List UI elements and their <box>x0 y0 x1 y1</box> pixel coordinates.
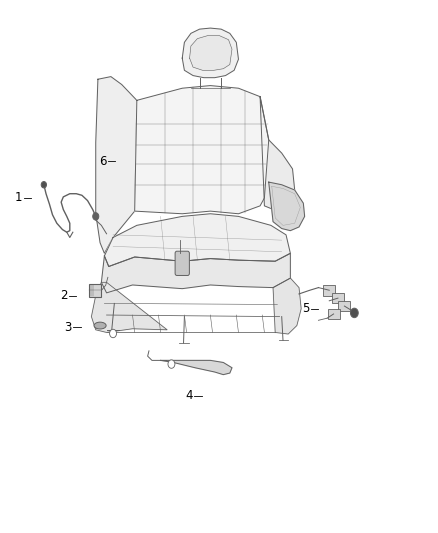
Polygon shape <box>190 36 232 70</box>
Bar <box>338 301 350 311</box>
Polygon shape <box>260 96 295 211</box>
Text: 4: 4 <box>186 389 193 402</box>
Circle shape <box>110 329 117 338</box>
Polygon shape <box>104 214 290 266</box>
FancyBboxPatch shape <box>175 251 189 276</box>
Circle shape <box>93 213 99 220</box>
Polygon shape <box>134 86 269 214</box>
Bar <box>89 284 101 297</box>
Bar <box>328 309 339 319</box>
Polygon shape <box>96 77 137 253</box>
Bar <box>323 285 336 295</box>
Circle shape <box>168 360 175 368</box>
Bar <box>332 293 344 303</box>
Polygon shape <box>92 282 167 333</box>
Text: 1: 1 <box>15 191 22 205</box>
Text: 3: 3 <box>64 321 72 334</box>
Circle shape <box>350 308 358 318</box>
Polygon shape <box>273 278 301 334</box>
Circle shape <box>41 182 46 188</box>
Polygon shape <box>182 28 238 78</box>
Text: 6: 6 <box>99 155 106 167</box>
Ellipse shape <box>94 322 106 329</box>
Polygon shape <box>161 360 232 375</box>
Text: 2: 2 <box>60 289 67 302</box>
Text: 5: 5 <box>302 302 310 315</box>
Polygon shape <box>101 253 290 293</box>
Polygon shape <box>269 182 304 231</box>
